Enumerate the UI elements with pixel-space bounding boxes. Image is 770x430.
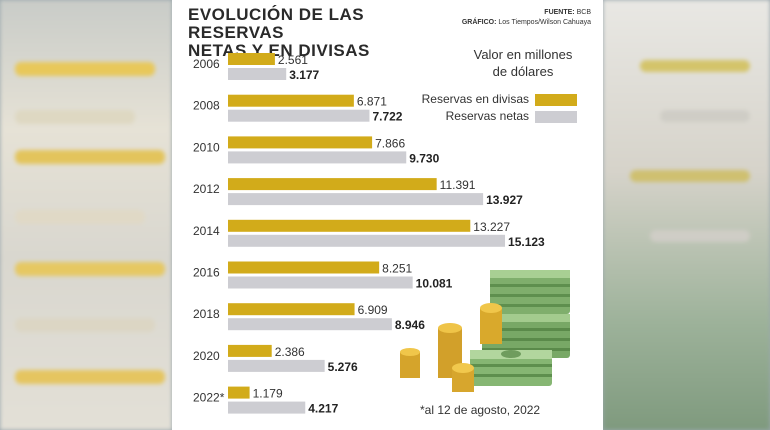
legend-item-netas: Reservas netas	[402, 109, 577, 124]
legend-label-netas: Reservas netas	[445, 109, 529, 123]
bar-netas	[228, 318, 392, 331]
units-note: Valor en millones de dólares	[458, 46, 588, 80]
year-label: 2020	[193, 349, 220, 363]
bar-divisas	[228, 303, 355, 316]
bar-netas	[228, 401, 306, 414]
bar-netas	[228, 234, 506, 247]
value-label-netas: 9.730	[409, 151, 439, 165]
year-label: 2018	[193, 307, 220, 321]
value-label-netas: 3.177	[289, 68, 319, 82]
bar-netas	[228, 359, 325, 372]
value-label-divisas: 7.866	[375, 136, 405, 150]
title-line-1: EVOLUCIÓN DE LAS RESERVAS	[188, 5, 365, 42]
year-label: 2006	[193, 57, 220, 71]
legend-swatch-netas	[535, 111, 577, 123]
value-label-netas: 10.081	[416, 277, 453, 291]
source-label: FUENTE:	[544, 9, 575, 16]
bar-divisas	[228, 344, 272, 357]
footnote: *al 12 de agosto, 2022	[420, 403, 541, 417]
value-label-divisas: 11.391	[440, 178, 476, 192]
background-left	[0, 0, 172, 430]
graphic-value: Los Tiempos/Wilson Cahuaya	[498, 19, 591, 26]
money-illustration	[400, 270, 570, 392]
value-label-divisas: 6.871	[357, 95, 387, 109]
value-label-divisas: 1.179	[253, 387, 283, 401]
bar-divisas	[228, 261, 380, 274]
bar-divisas	[228, 94, 354, 107]
graphic-label: GRÁFICO:	[461, 19, 497, 26]
year-label: 2012	[193, 182, 220, 196]
bar-divisas	[228, 386, 250, 399]
units-note-line-1: Valor en millones	[473, 47, 573, 62]
cash-stack-icon	[470, 270, 570, 386]
credits: FUENTE: BCB GRÁFICO: Los Tiempos/Wilson …	[462, 8, 591, 28]
legend-item-divisas: Reservas en divisas	[402, 92, 577, 107]
bar-divisas	[228, 53, 275, 65]
value-label-divisas: 6.909	[358, 303, 388, 317]
value-label-netas: 7.722	[372, 110, 402, 124]
year-label: 2010	[193, 140, 220, 154]
value-label-netas: 4.217	[308, 402, 338, 416]
background-right	[603, 0, 770, 430]
bar-netas	[228, 109, 370, 122]
value-label-divisas: 8.251	[382, 262, 412, 276]
legend-label-divisas: Reservas en divisas	[421, 92, 529, 106]
legend-swatch-divisas	[535, 94, 577, 106]
bar-netas	[228, 276, 413, 289]
bar-netas	[228, 151, 407, 164]
value-label-netas: 15.123	[508, 235, 545, 249]
year-label: 2014	[193, 224, 220, 238]
source-value: BCB	[576, 9, 591, 16]
coin-stack-icon	[400, 303, 502, 392]
bar-divisas	[228, 178, 437, 191]
units-note-line-2: de dólares	[492, 64, 554, 79]
value-label-netas: 8.946	[395, 318, 425, 332]
value-label-divisas: 2.561	[278, 53, 308, 67]
value-label-divisas: 2.386	[275, 345, 305, 359]
year-label: 2022*	[193, 391, 225, 405]
bar-netas	[228, 68, 287, 80]
year-label: 2016	[193, 266, 220, 280]
infographic-card: EVOLUCIÓN DE LAS RESERVAS NETAS Y EN DIV…	[172, 0, 603, 430]
bar-divisas	[228, 136, 373, 149]
bar-netas	[228, 193, 484, 206]
bar-divisas	[228, 219, 471, 232]
value-label-netas: 13.927	[486, 193, 523, 207]
year-label: 2008	[193, 99, 220, 113]
value-label-netas: 5.276	[328, 360, 358, 374]
value-label-divisas: 13.227	[473, 220, 510, 234]
